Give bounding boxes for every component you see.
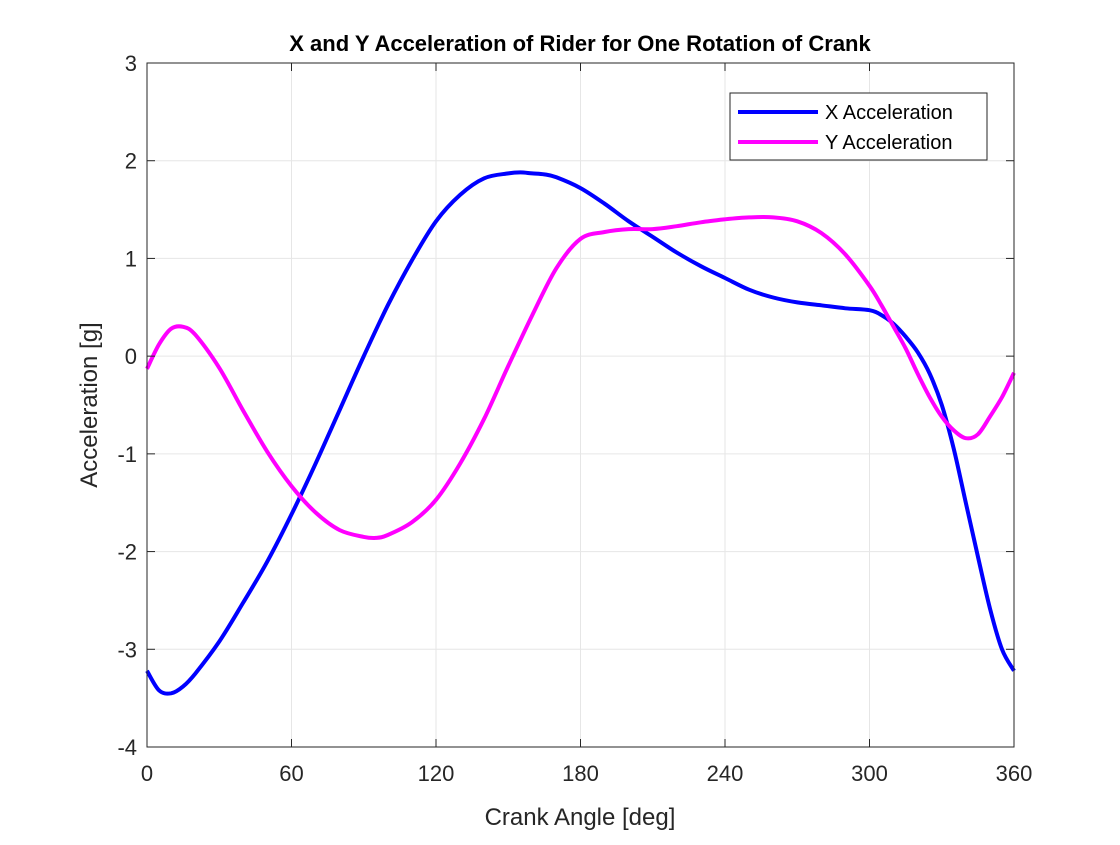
series-layer [145, 170, 1016, 696]
legend-box [729, 92, 988, 161]
x-acceleration-line [145, 170, 1016, 696]
y-axis-label: Acceleration [g] [76, 322, 103, 487]
x-tick-label: 300 [851, 761, 888, 786]
y-tick-label: -3 [117, 637, 137, 662]
y-tick-label: 2 [125, 149, 137, 174]
y-tick-label: -1 [117, 442, 137, 467]
y-tick-label: 3 [125, 51, 137, 76]
chart-title: X and Y Acceleration of Rider for One Ro… [289, 31, 871, 56]
x-axis-label: Crank Angle [deg] [485, 804, 676, 831]
y-tick-label: -4 [117, 735, 137, 760]
legend-label-y: Y Acceleration [825, 132, 953, 154]
y-tick-label: 0 [125, 344, 137, 369]
ticks: 0 60 120 180 240 300 360 -4 -3 -2 -1 0 1 2 3 [117, 51, 1032, 786]
y-tick-label: -2 [117, 540, 137, 565]
x-tick-label: 120 [418, 761, 455, 786]
legend-label-x: X Acceleration [825, 102, 953, 124]
y-acceleration-line [145, 215, 1016, 541]
legend: X Acceleration Y Acceleration [729, 92, 988, 161]
x-tick-label: 0 [141, 761, 153, 786]
x-tick-label: 60 [279, 761, 303, 786]
y-tick-label: 1 [125, 246, 137, 271]
x-tick-label: 360 [996, 761, 1033, 786]
x-tick-label: 180 [562, 761, 599, 786]
x-tick-label: 240 [707, 761, 744, 786]
